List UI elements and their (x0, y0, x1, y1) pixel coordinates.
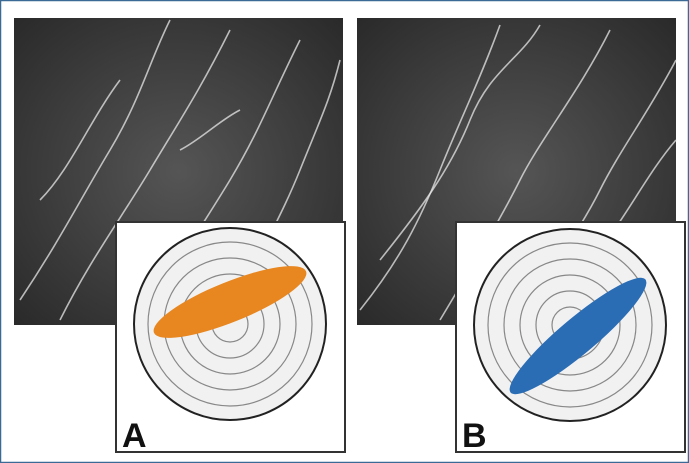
panel-label: A (122, 417, 147, 455)
figure: A B (0, 0, 689, 463)
polar-inset-b: B (456, 222, 685, 455)
panel-label: B (462, 417, 487, 455)
page: A B (() => { const data = JSON.parse(doc… (0, 0, 689, 463)
polar-inset-a: A (116, 222, 345, 455)
